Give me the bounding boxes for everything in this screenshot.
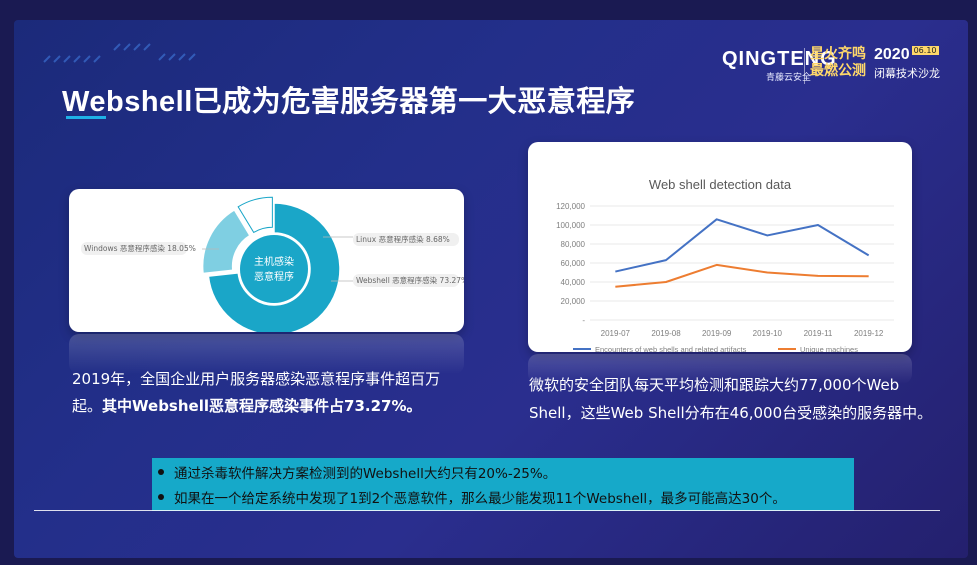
- event-slogan: 星火齐鸣 最燃公测: [810, 46, 874, 80]
- y-tick-label: -: [582, 316, 585, 325]
- series-line-0: [615, 218, 870, 273]
- qingteng-logo: QINGTENG 青藤云安全: [722, 48, 837, 82]
- x-tick-label: 2019-10: [753, 329, 783, 338]
- x-tick-label: 2019-12: [854, 329, 884, 338]
- pie-slice-1: [201, 208, 251, 275]
- title-underline: [66, 116, 106, 119]
- bullet-box: 通过杀毒软件解决方案检测到的Webshell大约只有20%-25%。 如果在一个…: [152, 458, 854, 511]
- slogan-line-1: 星火齐鸣: [810, 46, 866, 62]
- right-description: 微软的安全团队每天平均检测和跟踪大约77,000个Web Shell，这些Web…: [529, 371, 949, 427]
- x-tick-label: 2019-11: [804, 329, 833, 338]
- left-text-line-2-strong: 其中Webshell恶意程序感染事件占73.27%。: [102, 397, 422, 415]
- bullet-dot-icon: [158, 494, 164, 500]
- left-description: 2019年，全国企业用户服务器感染恶意程序事件超百万 起。其中Webshell恶…: [72, 366, 482, 420]
- slide: Webshell已成为危害服务器第一大恶意程序 QINGTENG 青藤云安全 星…: [14, 20, 968, 558]
- line-card-reflection: [528, 354, 912, 384]
- bullet-text: 通过杀毒软件解决方案检测到的Webshell大约只有20%-25%。: [174, 466, 557, 482]
- pie-center: [240, 235, 308, 303]
- pie-card-reflection: [69, 334, 464, 374]
- pie-slice-label: Webshell 恶意程序感染 73.27%: [356, 275, 464, 285]
- pie-label-bg: [81, 242, 187, 255]
- pie-slice-label: Linux 恶意程序感染 8.68%: [356, 234, 450, 244]
- slogan-line-2: 最燃公测: [810, 63, 866, 79]
- line-chart-title: Web shell detection data: [649, 177, 792, 192]
- event-name: 闭幕技术沙龙: [874, 67, 940, 80]
- left-text-line-1: 2019年，全国企业用户服务器感染恶意程序事件超百万: [72, 370, 441, 388]
- x-tick-label: 2019-08: [651, 329, 681, 338]
- bullet-item: 通过杀毒软件解决方案检测到的Webshell大约只有20%-25%。: [152, 460, 854, 484]
- line-chart: Web shell detection data - 20,000 40,000 60,…: [556, 177, 894, 352]
- pie-slice-label: Windows 恶意程序感染 18.05%: [84, 243, 196, 253]
- right-text-line-1: 微软的安全团队每天平均检测和跟踪大约77,000个Web: [529, 376, 900, 394]
- logo-subtitle: 青藤云安全: [766, 72, 812, 82]
- pie-slice-2: [237, 196, 273, 234]
- pie-slice-0: [207, 202, 341, 332]
- right-text-line-2: Shell，这些Web Shell分布在46,000台受感染的服务器中。: [529, 404, 933, 422]
- event-year: 2020: [874, 46, 910, 63]
- y-tick-label: 100,000: [556, 221, 585, 230]
- y-tick-label: 40,000: [561, 278, 586, 287]
- x-tick-label: 2019-09: [702, 329, 732, 338]
- legend-label: Unique machines: [800, 345, 858, 352]
- event-date: 06.10: [911, 46, 939, 55]
- line-chart-card: Web shell detection data - 20,000 40,000 60,…: [528, 142, 912, 352]
- left-text-line-2-prefix: 起。: [72, 397, 103, 415]
- y-tick-label: 20,000: [561, 297, 586, 306]
- series-line-1: [615, 263, 869, 288]
- y-tick-label: 60,000: [561, 259, 586, 268]
- bullet-item: 如果在一个给定系统中发现了1到2个恶意软件，那么最少能发现11个Webshell…: [152, 485, 854, 509]
- decorative-pattern: [43, 43, 196, 63]
- y-tick-label: 80,000: [561, 240, 586, 249]
- logo-text: QINGTENG: [722, 48, 837, 70]
- pie-chart-card: 主机感染恶意程序 Webshell 恶意程序感染 73.27% Windows 恶意…: [69, 189, 464, 332]
- bottom-divider: [34, 510, 940, 511]
- event-info: 2020 06.10 闭幕技术沙龙: [874, 46, 940, 81]
- pie-center-label: 恶意程序: [254, 270, 294, 283]
- bullet-text: 如果在一个给定系统中发现了1到2个恶意软件，那么最少能发现11个Webshell…: [174, 491, 786, 507]
- y-tick-label: 120,000: [556, 202, 585, 211]
- page-title: Webshell已成为危害服务器第一大恶意程序: [62, 86, 636, 118]
- pie-label-bg: [353, 274, 459, 287]
- pie-label-bg: [353, 233, 459, 246]
- pie-center-label: 主机感染: [254, 255, 294, 268]
- legend-label: Encounters of web shells and related art…: [595, 345, 747, 352]
- x-tick-label: 2019-07: [601, 329, 631, 338]
- brand-divider: [804, 48, 805, 84]
- bullet-dot-icon: [158, 469, 164, 475]
